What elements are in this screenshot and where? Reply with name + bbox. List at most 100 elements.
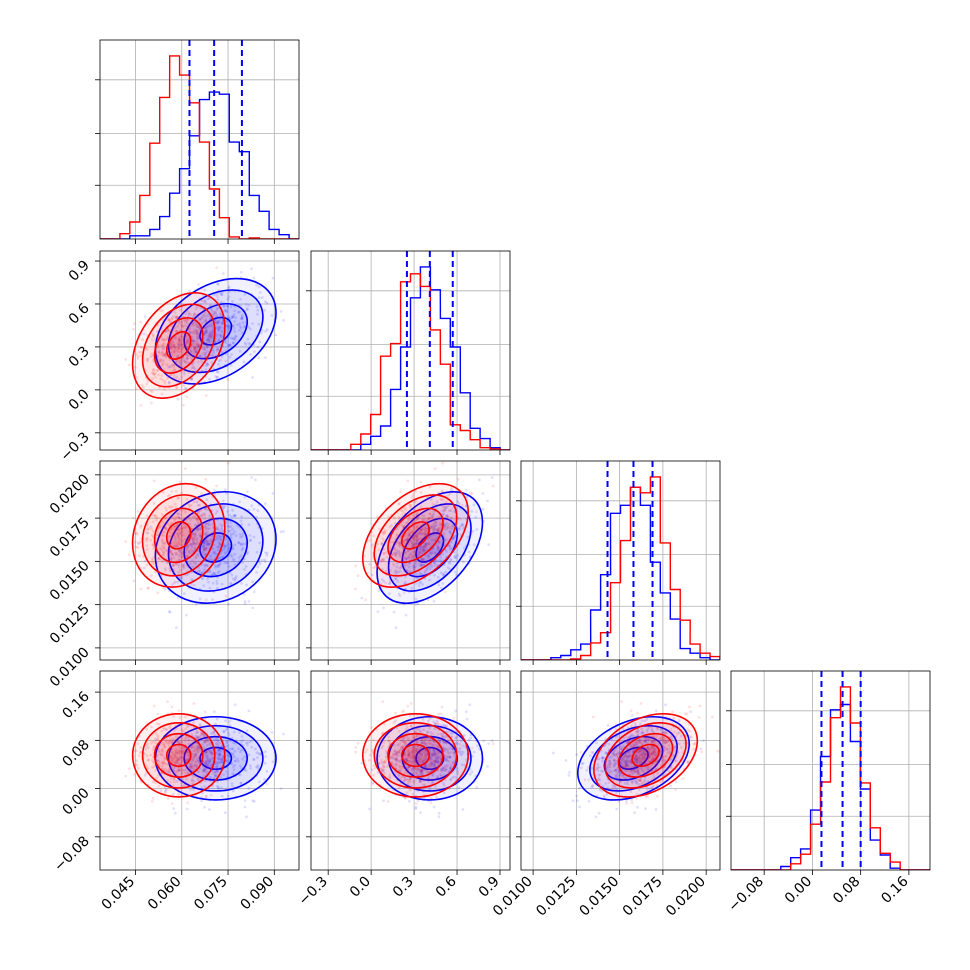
scatter-point: [182, 784, 186, 787]
scatter-point: [174, 750, 178, 754]
scatter-point: [213, 710, 216, 714]
scatter-point: [200, 732, 204, 736]
scatter-point: [244, 769, 248, 772]
scatter-point: [404, 508, 408, 512]
scatter-point: [177, 749, 181, 752]
scatter-point: [449, 548, 452, 551]
scatter-point: [204, 314, 207, 318]
scatter-point: [175, 359, 178, 363]
scatter-point: [436, 548, 439, 552]
scatter-point: [229, 553, 233, 557]
scatter-point: [192, 330, 195, 334]
scatter-point: [451, 537, 455, 540]
scatter-point: [218, 333, 222, 337]
scatter-point: [437, 527, 441, 530]
scatter-point: [155, 733, 159, 737]
scatter-point: [172, 807, 176, 810]
scatter-point: [177, 769, 181, 773]
scatter-point: [171, 564, 175, 567]
scatter-point: [228, 513, 231, 517]
scatter-point: [216, 347, 219, 351]
scatter-point: [415, 525, 419, 529]
scatter-point: [155, 722, 159, 725]
scatter-point: [181, 526, 185, 530]
scatter-point: [419, 528, 423, 532]
scatter-point: [194, 753, 198, 757]
scatter-point: [427, 556, 430, 559]
scatter-point: [249, 353, 253, 356]
scatter-point: [442, 573, 445, 577]
scatter-point: [255, 751, 259, 755]
scatter-point: [578, 786, 581, 790]
scatter-point: [437, 811, 441, 815]
scatter-point: [409, 540, 413, 544]
scatter-point: [227, 525, 231, 529]
scatter-point: [188, 551, 192, 554]
scatter-point: [409, 506, 413, 509]
scatter-point: [180, 375, 184, 379]
scatter-point: [184, 312, 187, 315]
scatter-point: [175, 759, 178, 763]
scatter-point: [164, 569, 167, 573]
scatter-point: [198, 514, 202, 518]
scatter-point: [380, 542, 384, 546]
scatter-point: [145, 514, 149, 518]
scatter-point: [404, 550, 408, 554]
scatter-point: [451, 527, 455, 530]
scatter-point: [188, 328, 191, 331]
scatter-point: [200, 299, 204, 302]
scatter-point: [423, 545, 426, 549]
scatter-point: [177, 535, 180, 538]
scatter-point: [429, 552, 433, 555]
scatter-point: [237, 556, 241, 559]
scatter-point: [192, 348, 196, 352]
scatter-point: [189, 349, 193, 353]
scatter-point: [195, 517, 198, 521]
scatter-point: [218, 542, 222, 546]
scatter-point: [413, 543, 416, 547]
scatter-point: [150, 371, 154, 375]
scatter-point: [231, 741, 235, 745]
scatter-point: [420, 563, 424, 566]
scatter-point: [167, 380, 171, 384]
scatter-point: [240, 515, 244, 519]
scatter-point: [182, 566, 186, 570]
scatter-point: [158, 525, 162, 529]
scatter-point: [176, 758, 180, 762]
scatter-point: [192, 344, 196, 348]
scatter-point: [233, 335, 237, 338]
scatter-point: [233, 320, 237, 323]
scatter-point: [212, 312, 216, 316]
scatter-point: [419, 491, 423, 494]
scatter-point: [395, 533, 399, 536]
scatter-point: [221, 499, 225, 503]
scatter-point: [431, 516, 435, 519]
scatter-point: [247, 523, 251, 527]
scatter-point: [425, 566, 429, 570]
scatter-point: [182, 359, 186, 362]
scatter-point: [172, 778, 176, 781]
scatter-point: [178, 741, 181, 745]
scatter-point: [211, 331, 215, 335]
scatter-point: [155, 759, 159, 762]
scatter-point: [443, 508, 447, 512]
scatter-point: [405, 521, 409, 524]
contour-blue: [387, 503, 472, 592]
scatter-point: [205, 330, 208, 334]
scatter-point: [232, 313, 236, 316]
scatter-point: [149, 574, 153, 578]
scatter-point: [415, 512, 418, 515]
scatter-point: [186, 771, 189, 775]
scatter-point: [178, 716, 182, 719]
scatter-point: [470, 492, 474, 495]
scatter-point: [208, 542, 211, 546]
scatter-point: [431, 502, 435, 505]
scatter-point: [414, 602, 418, 606]
scatter-point: [214, 722, 217, 726]
scatter-point: [199, 527, 203, 530]
scatter-point: [388, 592, 391, 596]
scatter-point: [437, 546, 440, 550]
scatter-point: [139, 404, 143, 407]
scatter-point: [166, 335, 170, 339]
scatter-point: [215, 536, 219, 540]
